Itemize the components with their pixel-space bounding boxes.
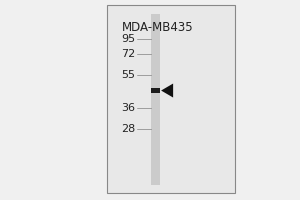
Bar bbox=[107, 5, 235, 193]
Text: 95: 95 bbox=[121, 34, 135, 44]
Text: 36: 36 bbox=[121, 103, 135, 113]
Text: 72: 72 bbox=[121, 49, 135, 59]
Text: 55: 55 bbox=[121, 70, 135, 80]
Bar bbox=[151, 88, 160, 93]
Polygon shape bbox=[161, 84, 173, 98]
Bar bbox=[151, 14, 160, 185]
Text: MDA-MB435: MDA-MB435 bbox=[122, 21, 194, 34]
Text: 28: 28 bbox=[121, 124, 135, 134]
